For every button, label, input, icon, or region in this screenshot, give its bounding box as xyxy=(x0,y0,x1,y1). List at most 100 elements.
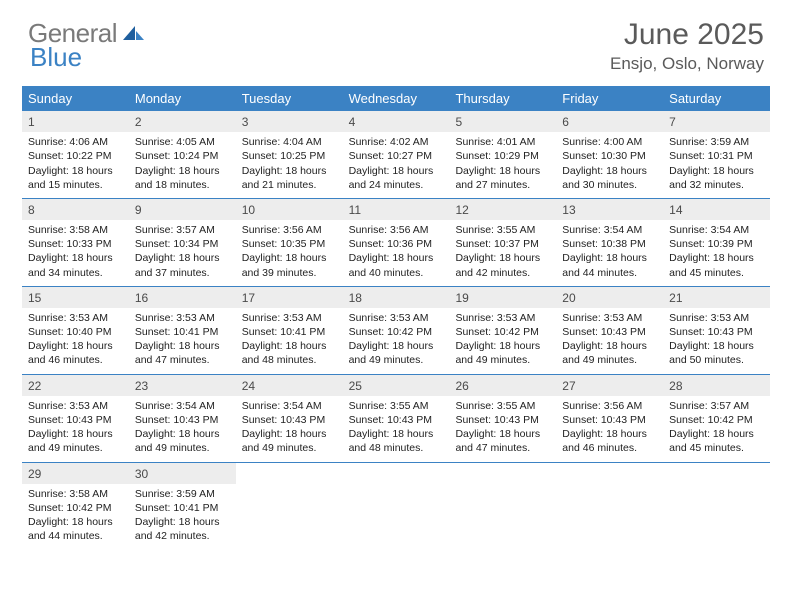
day-number: 6 xyxy=(556,111,663,132)
day-details: Sunrise: 3:53 AMSunset: 10:42 PMDaylight… xyxy=(449,308,556,368)
day-number: 2 xyxy=(129,111,236,132)
day-header: Sunday xyxy=(22,86,129,111)
daylight-line: Daylight: 18 hours and 49 minutes. xyxy=(135,427,230,455)
header: General June 2025 Ensjo, Oslo, Norway xyxy=(0,0,792,82)
day-number: 12 xyxy=(449,199,556,220)
daylight-line: Daylight: 18 hours and 32 minutes. xyxy=(669,164,764,192)
calendar: Sunday Monday Tuesday Wednesday Thursday… xyxy=(22,86,770,549)
daylight-line: Daylight: 18 hours and 46 minutes. xyxy=(28,339,123,367)
day-number: 21 xyxy=(663,287,770,308)
day-number: 25 xyxy=(343,375,450,396)
sunrise-line: Sunrise: 3:56 AM xyxy=(562,399,657,413)
sunrise-line: Sunrise: 4:01 AM xyxy=(455,135,550,149)
calendar-cell: 6Sunrise: 4:00 AMSunset: 10:30 PMDayligh… xyxy=(556,111,663,198)
location-subtitle: Ensjo, Oslo, Norway xyxy=(610,54,764,74)
sunset-line: Sunset: 10:43 PM xyxy=(562,413,657,427)
calendar-cell: 15Sunrise: 3:53 AMSunset: 10:40 PMDaylig… xyxy=(22,287,129,374)
daylight-line: Daylight: 18 hours and 49 minutes. xyxy=(349,339,444,367)
day-details: Sunrise: 3:53 AMSunset: 10:41 PMDaylight… xyxy=(236,308,343,368)
sunrise-line: Sunrise: 3:55 AM xyxy=(455,399,550,413)
calendar-cell: 30Sunrise: 3:59 AMSunset: 10:41 PMDaylig… xyxy=(129,463,236,550)
day-number: 27 xyxy=(556,375,663,396)
day-number: 20 xyxy=(556,287,663,308)
sunset-line: Sunset: 10:43 PM xyxy=(455,413,550,427)
sunset-line: Sunset: 10:31 PM xyxy=(669,149,764,163)
day-number: 18 xyxy=(343,287,450,308)
calendar-cell: 25Sunrise: 3:55 AMSunset: 10:43 PMDaylig… xyxy=(343,375,450,462)
day-number: 26 xyxy=(449,375,556,396)
daylight-line: Daylight: 18 hours and 21 minutes. xyxy=(242,164,337,192)
day-number: 7 xyxy=(663,111,770,132)
sunrise-line: Sunrise: 3:57 AM xyxy=(135,223,230,237)
calendar-row: 15Sunrise: 3:53 AMSunset: 10:40 PMDaylig… xyxy=(22,287,770,375)
sunrise-line: Sunrise: 4:02 AM xyxy=(349,135,444,149)
daylight-line: Daylight: 18 hours and 48 minutes. xyxy=(349,427,444,455)
day-number: 17 xyxy=(236,287,343,308)
day-number: 16 xyxy=(129,287,236,308)
sunset-line: Sunset: 10:39 PM xyxy=(669,237,764,251)
calendar-cell: 18Sunrise: 3:53 AMSunset: 10:42 PMDaylig… xyxy=(343,287,450,374)
day-details: Sunrise: 3:53 AMSunset: 10:40 PMDaylight… xyxy=(22,308,129,368)
sunset-line: Sunset: 10:43 PM xyxy=(349,413,444,427)
daylight-line: Daylight: 18 hours and 42 minutes. xyxy=(135,515,230,543)
calendar-cell: 27Sunrise: 3:56 AMSunset: 10:43 PMDaylig… xyxy=(556,375,663,462)
day-details: Sunrise: 4:00 AMSunset: 10:30 PMDaylight… xyxy=(556,132,663,192)
sunset-line: Sunset: 10:25 PM xyxy=(242,149,337,163)
sunrise-line: Sunrise: 3:53 AM xyxy=(242,311,337,325)
sunrise-line: Sunrise: 3:59 AM xyxy=(135,487,230,501)
daylight-line: Daylight: 18 hours and 15 minutes. xyxy=(28,164,123,192)
sunrise-line: Sunrise: 3:53 AM xyxy=(562,311,657,325)
calendar-cell: 22Sunrise: 3:53 AMSunset: 10:43 PMDaylig… xyxy=(22,375,129,462)
sunrise-line: Sunrise: 3:53 AM xyxy=(28,311,123,325)
calendar-cell: 20Sunrise: 3:53 AMSunset: 10:43 PMDaylig… xyxy=(556,287,663,374)
daylight-line: Daylight: 18 hours and 49 minutes. xyxy=(28,427,123,455)
calendar-cell: 7 Sunrise: 3:59 AMSunset: 10:31 PMDayligh… xyxy=(663,111,770,198)
daylight-line: Daylight: 18 hours and 47 minutes. xyxy=(455,427,550,455)
daylight-line: Daylight: 18 hours and 44 minutes. xyxy=(562,251,657,279)
sunset-line: Sunset: 10:30 PM xyxy=(562,149,657,163)
day-number: 10 xyxy=(236,199,343,220)
sunrise-line: Sunrise: 4:05 AM xyxy=(135,135,230,149)
day-details: Sunrise: 4:04 AMSunset: 10:25 PMDaylight… xyxy=(236,132,343,192)
day-details: Sunrise: 3:58 AMSunset: 10:42 PMDaylight… xyxy=(22,484,129,544)
sunset-line: Sunset: 10:29 PM xyxy=(455,149,550,163)
sunset-line: Sunset: 10:34 PM xyxy=(135,237,230,251)
calendar-cell: 26Sunrise: 3:55 AMSunset: 10:43 PMDaylig… xyxy=(449,375,556,462)
sunrise-line: Sunrise: 3:54 AM xyxy=(135,399,230,413)
sunset-line: Sunset: 10:41 PM xyxy=(135,501,230,515)
sunrise-line: Sunrise: 3:58 AM xyxy=(28,223,123,237)
day-header: Friday xyxy=(556,86,663,111)
daylight-line: Daylight: 18 hours and 18 minutes. xyxy=(135,164,230,192)
day-details: Sunrise: 3:54 AMSunset: 10:43 PMDaylight… xyxy=(129,396,236,456)
day-header: Wednesday xyxy=(343,86,450,111)
calendar-cell: 11Sunrise: 3:56 AMSunset: 10:36 PMDaylig… xyxy=(343,199,450,286)
sunrise-line: Sunrise: 3:53 AM xyxy=(669,311,764,325)
calendar-cell: 19Sunrise: 3:53 AMSunset: 10:42 PMDaylig… xyxy=(449,287,556,374)
sunset-line: Sunset: 10:42 PM xyxy=(349,325,444,339)
day-number: 29 xyxy=(22,463,129,484)
day-number: 1 xyxy=(22,111,129,132)
calendar-cell xyxy=(663,463,770,550)
calendar-cell: 21Sunrise: 3:53 AMSunset: 10:43 PMDaylig… xyxy=(663,287,770,374)
day-number: 5 xyxy=(449,111,556,132)
day-details: Sunrise: 3:53 AMSunset: 10:43 PMDaylight… xyxy=(663,308,770,368)
calendar-cell: 23Sunrise: 3:54 AMSunset: 10:43 PMDaylig… xyxy=(129,375,236,462)
calendar-cell: 2Sunrise: 4:05 AMSunset: 10:24 PMDayligh… xyxy=(129,111,236,198)
calendar-row: 8Sunrise: 3:58 AMSunset: 10:33 PMDayligh… xyxy=(22,199,770,287)
logo-sail-icon xyxy=(121,18,145,49)
day-number: 4 xyxy=(343,111,450,132)
sunset-line: Sunset: 10:43 PM xyxy=(669,325,764,339)
day-details: Sunrise: 3:56 AMSunset: 10:43 PMDaylight… xyxy=(556,396,663,456)
sunrise-line: Sunrise: 3:59 AM xyxy=(669,135,764,149)
sunset-line: Sunset: 10:43 PM xyxy=(28,413,123,427)
sunrise-line: Sunrise: 3:53 AM xyxy=(455,311,550,325)
day-details: Sunrise: 3:54 AMSunset: 10:43 PMDaylight… xyxy=(236,396,343,456)
calendar-cell: 10Sunrise: 3:56 AMSunset: 10:35 PMDaylig… xyxy=(236,199,343,286)
sunrise-line: Sunrise: 3:56 AM xyxy=(242,223,337,237)
day-details: Sunrise: 3:57 AMSunset: 10:34 PMDaylight… xyxy=(129,220,236,280)
day-details: Sunrise: 4:01 AMSunset: 10:29 PMDaylight… xyxy=(449,132,556,192)
sunset-line: Sunset: 10:43 PM xyxy=(242,413,337,427)
sunset-line: Sunset: 10:27 PM xyxy=(349,149,444,163)
daylight-line: Daylight: 18 hours and 37 minutes. xyxy=(135,251,230,279)
day-details: Sunrise: 3:55 AMSunset: 10:43 PMDaylight… xyxy=(449,396,556,456)
